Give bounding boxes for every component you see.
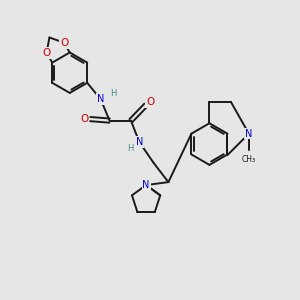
- Text: N: N: [142, 180, 150, 190]
- Text: CH₃: CH₃: [242, 155, 256, 164]
- Text: O: O: [60, 38, 68, 48]
- Text: H: H: [127, 144, 134, 153]
- Text: O: O: [146, 97, 154, 107]
- Text: N: N: [136, 137, 143, 147]
- Text: N: N: [97, 94, 104, 104]
- Text: N: N: [245, 129, 253, 139]
- Text: O: O: [43, 48, 51, 58]
- Text: H: H: [110, 89, 116, 98]
- Text: O: O: [80, 114, 88, 124]
